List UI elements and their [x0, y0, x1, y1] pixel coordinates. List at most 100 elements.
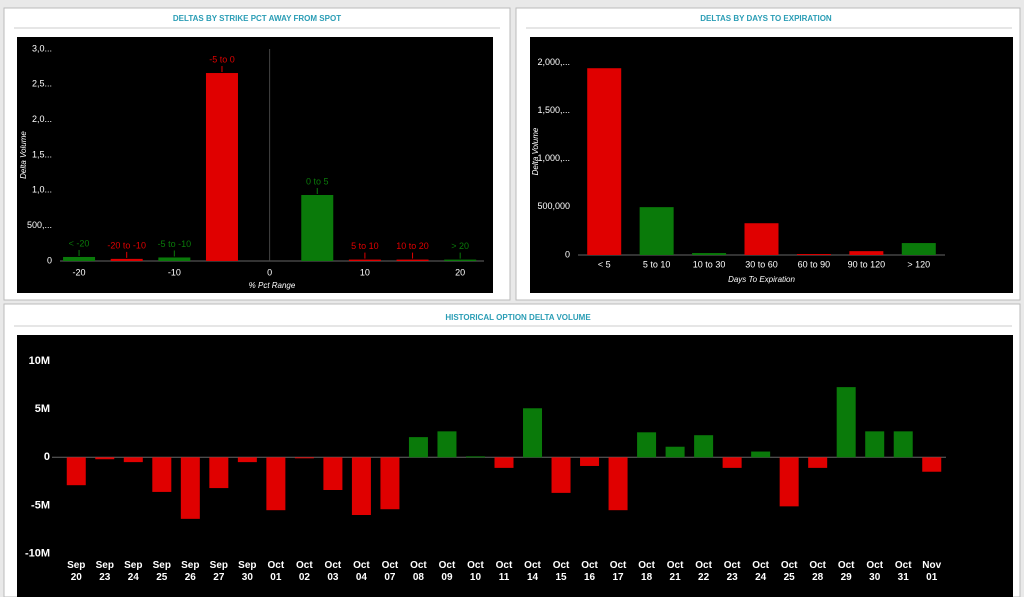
x-tick-label: Nov 01	[922, 560, 942, 583]
x-tick-label: Sep 30	[238, 560, 257, 583]
x-tick-label: -20	[73, 267, 86, 277]
x-tick-label: -10	[168, 267, 181, 277]
x-tick-label: Sep 24	[124, 560, 143, 583]
y-tick-label: 500,000	[537, 201, 570, 211]
data-label: -5 to 0	[209, 54, 235, 64]
x-tick-label: Oct 16	[581, 560, 598, 583]
bar	[348, 259, 381, 261]
bar	[437, 431, 457, 458]
x-tick-label: Oct 28	[809, 560, 826, 583]
x-tick-label: Sep 20	[67, 560, 86, 583]
x-tick-label: Sep 26	[181, 560, 200, 583]
data-label: 0 to 5	[306, 176, 329, 186]
plot-area	[17, 37, 493, 293]
y-tick-label: 0	[44, 451, 50, 463]
bar	[158, 257, 191, 261]
bar	[95, 457, 115, 460]
bar	[380, 457, 400, 510]
bar	[66, 457, 86, 486]
bar	[351, 457, 371, 515]
bar	[779, 457, 799, 507]
x-tick-label: Oct 04	[353, 560, 370, 583]
y-tick-label: 1,000,...	[537, 153, 570, 163]
y-tick-label: 5M	[35, 403, 50, 415]
bar	[808, 457, 828, 468]
x-tick-label: Oct 14	[524, 560, 541, 583]
y-tick-label: 10M	[29, 355, 50, 367]
x-axis-label: % Pct Range	[249, 281, 296, 290]
bar	[639, 207, 674, 255]
bar	[123, 457, 143, 463]
x-tick-label: Oct 01	[267, 560, 285, 583]
y-tick-label: -5M	[31, 499, 50, 511]
x-tick-label: Sep 25	[152, 560, 171, 583]
bar	[301, 194, 334, 261]
bar	[751, 451, 771, 458]
bar	[396, 259, 429, 261]
bar	[692, 253, 727, 255]
y-tick-label: 1,0...	[32, 185, 52, 195]
x-tick-label: Oct 08	[410, 560, 427, 583]
x-tick-label: Oct 10	[467, 560, 484, 583]
x-tick-label: 90 to 120	[848, 259, 886, 269]
x-tick-label: Oct 17	[609, 560, 627, 583]
bar	[205, 73, 238, 261]
x-tick-label: 10 to 30	[693, 259, 726, 269]
y-tick-label: 1,500,...	[537, 105, 570, 115]
chart-title: HISTORICAL OPTION DELTA VOLUME	[445, 313, 591, 322]
bar	[110, 258, 143, 261]
x-tick-label: Oct 22	[695, 560, 712, 583]
x-tick-label: Sep 23	[95, 560, 114, 583]
data-label: > 20	[451, 241, 469, 251]
y-tick-label: 500,...	[27, 220, 52, 230]
x-tick-label: 5 to 10	[643, 259, 671, 269]
bar	[237, 457, 257, 463]
bar	[836, 387, 856, 458]
bar	[865, 431, 885, 458]
y-tick-label: -10M	[25, 547, 50, 559]
bar	[294, 457, 314, 459]
x-tick-label: Oct 18	[638, 560, 655, 583]
bar	[444, 259, 477, 261]
y-tick-label: 2,0...	[32, 114, 52, 124]
y-tick-label: 3,0...	[32, 43, 52, 53]
x-tick-label: Oct 31	[894, 560, 912, 583]
data-label: -20 to -10	[107, 240, 146, 250]
bar	[608, 457, 628, 511]
bar	[796, 254, 831, 256]
bar	[637, 432, 657, 458]
x-tick-label: Oct 11	[495, 560, 513, 583]
data-label: < -20	[69, 238, 90, 248]
x-tick-label: Oct 15	[552, 560, 570, 583]
chart-title: DELTAS BY STRIKE PCT AWAY FROM SPOT	[173, 14, 341, 23]
bar	[665, 446, 685, 458]
y-axis-label: Delta Volume	[19, 131, 28, 179]
data-label: -5 to -10	[158, 239, 192, 249]
bar	[901, 243, 936, 255]
y-axis-label: Delta Volume	[531, 127, 540, 175]
bar	[694, 435, 714, 458]
x-tick-label: Oct 29	[837, 560, 855, 583]
bar	[408, 437, 428, 458]
bar	[266, 457, 286, 511]
x-tick-label: 10	[360, 267, 370, 277]
x-tick-label: > 120	[907, 259, 930, 269]
x-tick-label: Oct 30	[866, 560, 884, 583]
x-tick-label: < 5	[598, 259, 611, 269]
x-tick-label: Oct 03	[324, 560, 342, 583]
y-tick-label: 1,5...	[32, 149, 52, 159]
x-tick-label: Oct 24	[752, 560, 769, 583]
bar	[494, 457, 514, 468]
bar	[587, 68, 622, 256]
y-tick-label: 2,000,...	[537, 57, 570, 67]
bar	[152, 457, 172, 492]
bar	[744, 223, 779, 255]
bar	[523, 408, 543, 458]
x-tick-label: Oct 09	[438, 560, 456, 583]
x-tick-label: 30 to 60	[745, 259, 778, 269]
x-tick-label: 0	[267, 267, 272, 277]
y-tick-label: 0	[47, 255, 52, 265]
y-tick-label: 2,5...	[32, 79, 52, 89]
